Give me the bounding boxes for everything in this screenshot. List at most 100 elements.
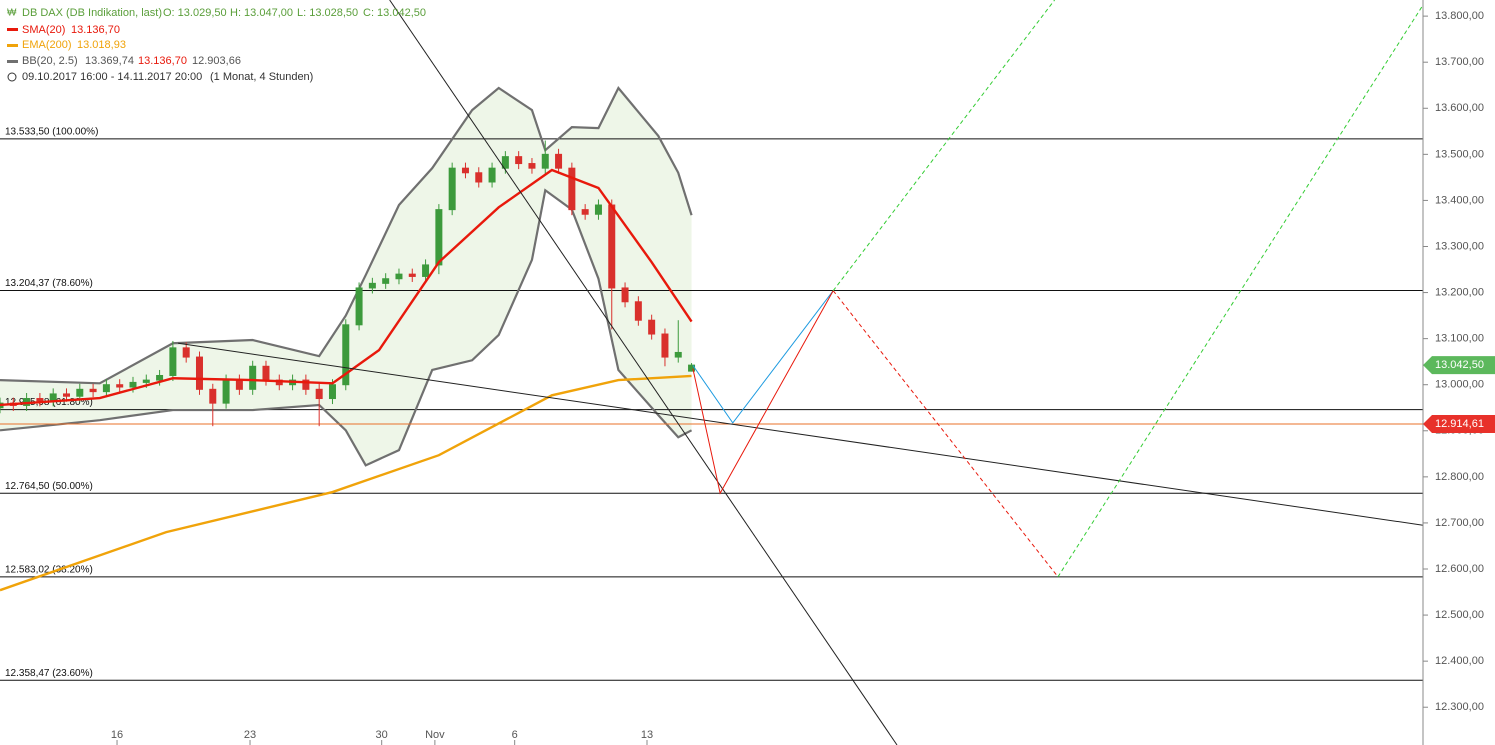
- candle-body: [501, 156, 509, 169]
- candle-body: [395, 273, 403, 280]
- candle-body: [408, 273, 416, 277]
- y-tick-label: 12.800,00: [1435, 471, 1484, 483]
- candle-body: [209, 388, 217, 404]
- candle-body: [648, 319, 656, 335]
- candle: [315, 383, 323, 427]
- candle-body: [488, 167, 496, 183]
- candle-body: [89, 388, 97, 393]
- fib-level-label: 13.533,50 (100.00%): [5, 127, 98, 138]
- candle-body: [76, 388, 84, 397]
- candle-body: [422, 264, 430, 277]
- price-tag: [1423, 415, 1495, 434]
- ohlc-low: L: 13.028,50: [297, 7, 358, 19]
- candle-body: [342, 324, 350, 386]
- candle: [594, 199, 602, 220]
- candle-body: [461, 167, 469, 174]
- candle-body: [382, 278, 390, 284]
- y-tick-label: 13.100,00: [1435, 333, 1484, 345]
- sma-name: SMA(20): [22, 24, 65, 36]
- candle-body: [475, 172, 483, 183]
- candle-body: [116, 384, 124, 388]
- price-tag-label: 12.914,61: [1435, 418, 1484, 430]
- y-tick-label: 13.000,00: [1435, 379, 1484, 391]
- candle-body: [182, 347, 190, 358]
- ohlc-open: O: 13.029,50: [163, 7, 227, 19]
- candle: [648, 314, 656, 340]
- bb-icon: [7, 60, 18, 63]
- candle-body: [36, 398, 44, 402]
- x-tick-label: 30: [376, 729, 388, 741]
- candle: [395, 268, 403, 285]
- y-tick-label: 13.700,00: [1435, 56, 1484, 68]
- y-tick-label: 13.200,00: [1435, 286, 1484, 298]
- candle: [515, 151, 523, 170]
- y-tick-label: 13.800,00: [1435, 10, 1484, 22]
- candle-body: [448, 167, 456, 211]
- candle: [581, 204, 589, 220]
- candle: [102, 379, 110, 398]
- drawing-line: [178, 342, 1423, 526]
- bb-name: BB(20, 2.5): [22, 55, 78, 67]
- candle: [368, 277, 376, 294]
- candle-body: [355, 287, 363, 326]
- candle: [661, 328, 669, 367]
- candle-body: [368, 282, 376, 289]
- fib-level-label: 12.764,50 (50.00%): [5, 481, 93, 492]
- candle-body: [169, 347, 177, 376]
- bb-upper-value: 13.369,74: [85, 55, 134, 67]
- candle: [488, 162, 496, 188]
- x-tick-label: 6: [512, 729, 518, 741]
- ema-value: 13.018,93: [77, 39, 126, 51]
- ohlc-high: H: 13.047,00: [230, 7, 293, 19]
- bb-lower: [0, 188, 693, 467]
- candle-body: [302, 379, 310, 390]
- x-tick-label: Nov: [425, 729, 445, 741]
- candle: [355, 282, 363, 331]
- ema-icon: [7, 44, 18, 47]
- candle: [302, 374, 310, 395]
- y-tick-label: 12.600,00: [1435, 563, 1484, 575]
- x-tick-label: 13: [641, 729, 653, 741]
- y-tick-label: 12.400,00: [1435, 655, 1484, 667]
- candle-body: [528, 163, 536, 169]
- candle: [182, 342, 190, 363]
- candle: [528, 158, 536, 174]
- candle: [382, 273, 390, 289]
- price-tag-label: 13.042,50: [1435, 359, 1484, 371]
- candle-body: [555, 153, 563, 169]
- y-tick-label: 12.300,00: [1435, 701, 1484, 713]
- candle: [541, 140, 549, 174]
- candle: [408, 268, 416, 282]
- ohlc-close: C: 13.042,50: [363, 7, 426, 19]
- candle-body: [568, 167, 576, 211]
- y-tick-label: 12.700,00: [1435, 517, 1484, 529]
- sma-icon: [7, 28, 18, 31]
- period: (1 Monat, 4 Stunden): [210, 71, 313, 83]
- candle-body: [634, 301, 642, 321]
- y-tick-label: 13.500,00: [1435, 148, 1484, 160]
- bb-upper: [0, 85, 693, 385]
- candle-body: [249, 365, 257, 390]
- ema-name: EMA(200): [22, 39, 72, 51]
- candle-body: [315, 388, 323, 400]
- bb-mid-value: 13.136,70: [138, 55, 187, 67]
- fib-level-label: 12.358,47 (23.60%): [5, 668, 93, 679]
- drawing-line: [832, 0, 1056, 292]
- candle: [169, 340, 177, 382]
- candle: [89, 383, 97, 398]
- sma-value: 13.136,70: [71, 24, 120, 36]
- sma-line: [0, 168, 693, 407]
- x-tick-label: 23: [244, 729, 256, 741]
- drawing-line: [692, 290, 834, 495]
- candle-body: [661, 333, 669, 358]
- drawing-line: [389, 0, 898, 745]
- candle-body: [129, 381, 137, 388]
- x-tick-label: 16: [111, 729, 123, 741]
- plot-area: 13.533,50 (100.00%) 13.204,37 (78.60%) 12.…: [0, 0, 1423, 745]
- drawing-line: [832, 290, 1059, 578]
- chart-icon: ₩: [7, 8, 17, 19]
- candle-body: [541, 153, 549, 169]
- fib-level-label: 12.583,02 (38.20%): [5, 564, 93, 575]
- date-range: 09.10.2017 16:00 - 14.11.2017 20:00: [22, 71, 202, 83]
- y-tick-label: 12.500,00: [1435, 609, 1484, 621]
